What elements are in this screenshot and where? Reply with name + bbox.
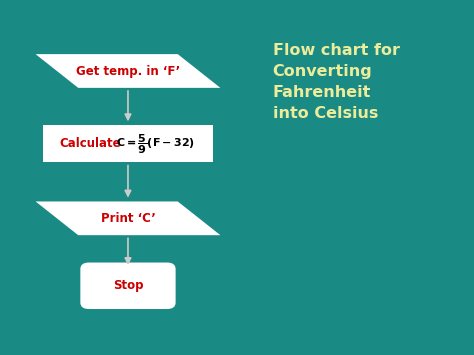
Text: Flow chart for
Converting
Fahrenheit
into Celsius: Flow chart for Converting Fahrenheit int… <box>273 43 400 121</box>
Text: $\mathbf{C=\dfrac{5}{9}(F-32)}$: $\mathbf{C=\dfrac{5}{9}(F-32)}$ <box>116 132 195 155</box>
Text: Calculate: Calculate <box>59 137 121 150</box>
Text: Get temp. in ‘F’: Get temp. in ‘F’ <box>76 65 180 77</box>
Text: Print ‘C’: Print ‘C’ <box>100 212 155 225</box>
Bar <box>43 125 213 162</box>
Text: Stop: Stop <box>113 279 143 292</box>
Polygon shape <box>36 54 220 88</box>
Polygon shape <box>36 202 220 235</box>
FancyBboxPatch shape <box>80 262 175 309</box>
